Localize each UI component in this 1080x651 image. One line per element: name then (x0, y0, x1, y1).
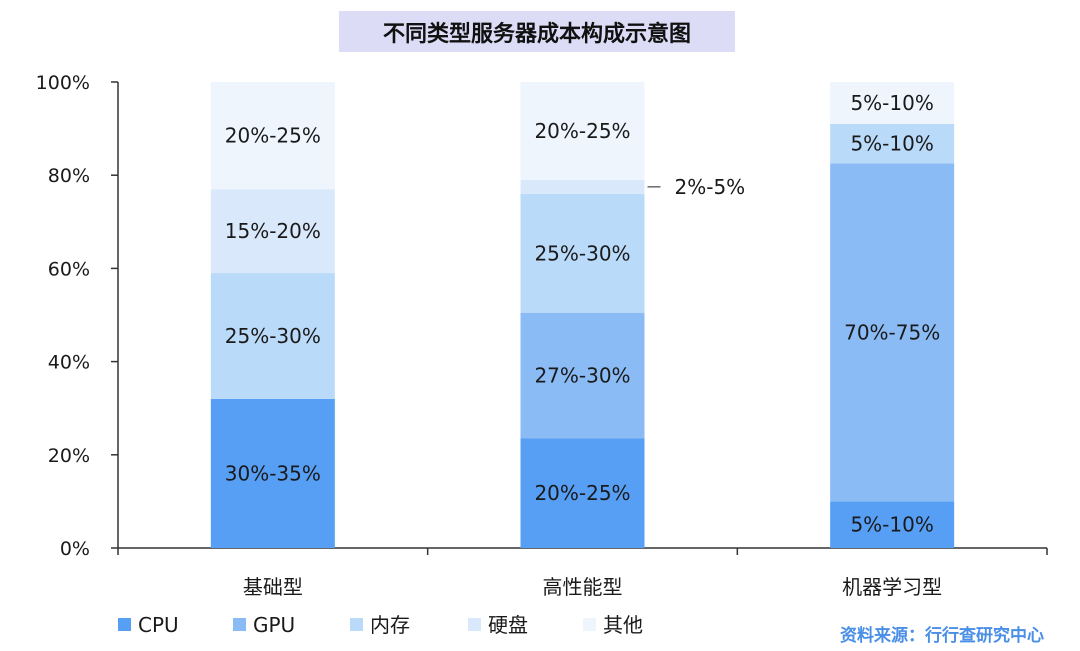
bar-segment (830, 501, 955, 548)
legend-swatch (118, 618, 131, 631)
y-tick-label: 100% (36, 72, 90, 94)
legend-swatch (233, 618, 246, 631)
bar-segment (520, 82, 645, 180)
data-label: 2%-5% (675, 175, 746, 199)
x-category-label: 机器学习型 (842, 575, 942, 599)
chart-title: 不同类型服务器成本构成示意图 (382, 21, 691, 47)
x-category-label: 高性能型 (543, 575, 623, 599)
data-label: 30%-35% (225, 461, 321, 485)
data-label: 5%-10% (850, 513, 933, 537)
legend-label: 硬盘 (488, 613, 528, 637)
legend-swatch (583, 618, 596, 631)
y-tick-label: 80% (48, 165, 90, 187)
y-tick-label: 20% (48, 445, 90, 467)
bar-segment (520, 193, 645, 313)
chart-title-box: 不同类型服务器成本构成示意图 (339, 11, 735, 52)
bar-segment (520, 438, 645, 548)
bar-segment (210, 273, 335, 399)
data-label: 5%-10% (850, 91, 933, 115)
bar-segment (210, 398, 335, 548)
legend-swatch (468, 618, 481, 631)
legend-label: CPU (138, 613, 179, 637)
bar-segment (830, 82, 955, 124)
legend-label: 内存 (370, 613, 410, 637)
data-label: 27%-30% (534, 364, 630, 388)
data-label: 20%-25% (534, 119, 630, 143)
y-tick-label: 60% (48, 258, 90, 280)
data-label: 25%-30% (534, 241, 630, 265)
legend-label: 其他 (603, 613, 643, 637)
bar-segment (830, 163, 955, 502)
bar-segment (210, 189, 335, 274)
bar-segment (520, 179, 645, 194)
data-label: 20%-25% (534, 481, 630, 505)
data-label: 70%-75% (844, 320, 940, 344)
data-label: 20%-25% (225, 124, 321, 148)
legend-swatch (350, 618, 363, 631)
data-label: 25%-30% (225, 324, 321, 348)
x-category-label: 基础型 (243, 575, 303, 599)
bar-segment (210, 82, 335, 190)
y-tick-label: 0% (60, 538, 90, 560)
source-note: 资料来源：行行查研究中心 (840, 626, 1044, 646)
bar-segment (520, 312, 645, 439)
y-tick-label: 40% (48, 352, 90, 374)
legend-label: GPU (253, 613, 295, 637)
data-label: 15%-20% (225, 219, 321, 243)
data-label: 5%-10% (850, 132, 933, 156)
bar-segment (830, 123, 955, 164)
